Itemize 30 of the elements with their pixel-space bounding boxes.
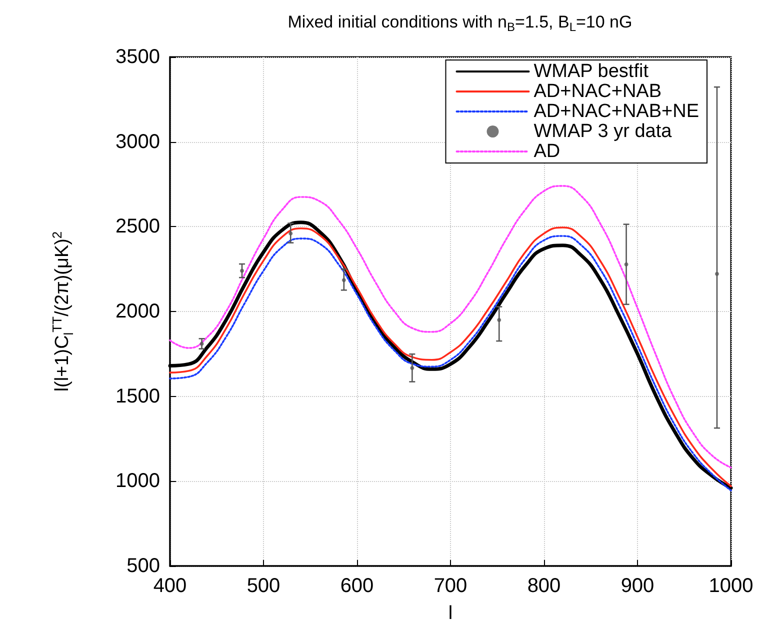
legend-label: AD+NAC+NAB bbox=[534, 81, 662, 102]
point bbox=[410, 366, 414, 370]
point bbox=[714, 272, 719, 276]
y-tick-label: 1500 bbox=[116, 385, 160, 408]
x-tick-label: 800 bbox=[527, 575, 561, 597]
x-tick-label: 700 bbox=[434, 575, 468, 597]
point bbox=[288, 231, 293, 236]
y-tick-label: 2500 bbox=[116, 216, 160, 238]
y-tick-label: 1000 bbox=[116, 470, 160, 492]
y-tick-label: 2000 bbox=[116, 300, 160, 322]
legend-label: AD bbox=[534, 141, 560, 162]
x-tick-label: 500 bbox=[246, 575, 280, 597]
legend-label: AD+NAC+NAB+NE bbox=[534, 101, 700, 122]
legend-label: WMAP 3 yr data bbox=[534, 121, 672, 142]
x-tick-label: 900 bbox=[620, 575, 654, 597]
point bbox=[200, 342, 204, 346]
x-tick-label: 600 bbox=[340, 575, 374, 597]
legend-label: WMAP bestfit bbox=[534, 61, 650, 82]
point bbox=[342, 278, 346, 282]
line-series bbox=[169, 185, 732, 468]
point bbox=[240, 268, 244, 273]
x-axis-title: l bbox=[448, 603, 453, 624]
y-tick-label: 3500 bbox=[116, 46, 160, 68]
y-tick-label: 500 bbox=[126, 555, 160, 577]
y-axis-title: l(l+1)ClTT/(2π)(μK)2 bbox=[49, 231, 76, 392]
y-tick-label: 3000 bbox=[116, 130, 160, 153]
x-tick-label: 400 bbox=[153, 575, 187, 597]
point bbox=[497, 318, 502, 322]
point bbox=[624, 262, 628, 266]
x-tick-label: 1000 bbox=[708, 575, 754, 597]
